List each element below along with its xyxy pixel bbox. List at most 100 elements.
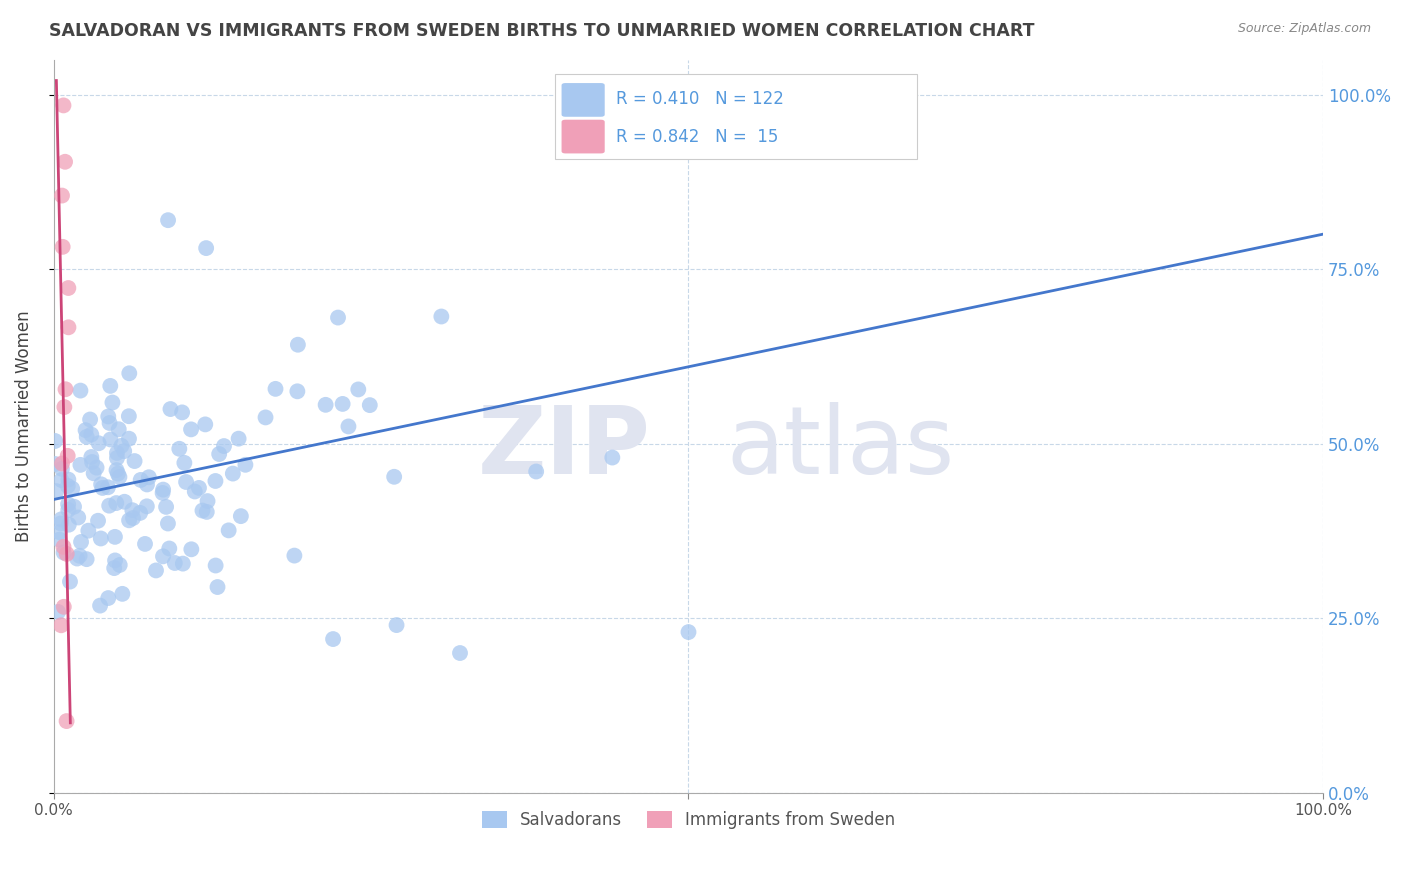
Point	[449, 646, 471, 660]
Point	[129, 506, 152, 520]
Point	[197, 494, 219, 508]
Point	[77, 524, 100, 538]
Point	[254, 410, 277, 425]
Point	[60, 482, 83, 496]
Point	[524, 465, 547, 479]
Point	[174, 475, 197, 489]
Point	[118, 513, 141, 527]
Point	[48, 533, 70, 547]
Point	[337, 419, 360, 434]
Point	[90, 532, 112, 546]
Point	[97, 591, 120, 605]
Point	[70, 535, 93, 549]
Point	[52, 240, 75, 254]
Point	[134, 537, 156, 551]
Point	[212, 439, 235, 453]
Point	[107, 422, 129, 436]
Text: R = 0.410   N = 122: R = 0.410 N = 122	[616, 90, 785, 108]
Point	[97, 409, 120, 424]
Point	[184, 484, 207, 499]
Point	[107, 467, 129, 481]
Point	[76, 430, 98, 444]
Point	[103, 561, 125, 575]
Point	[58, 473, 80, 487]
Point	[283, 549, 305, 563]
Point	[51, 473, 73, 487]
Point	[49, 512, 72, 526]
Text: ZIP: ZIP	[478, 402, 651, 494]
Point	[105, 463, 128, 477]
Point	[67, 510, 90, 524]
Point	[195, 505, 218, 519]
Point	[58, 503, 80, 517]
Point	[208, 447, 231, 461]
Point	[44, 457, 66, 471]
Point	[204, 474, 226, 488]
Point	[157, 213, 180, 227]
Point	[76, 552, 98, 566]
Point	[111, 587, 134, 601]
Point	[157, 541, 180, 556]
Point	[138, 470, 160, 484]
Point	[80, 450, 103, 464]
Point	[191, 503, 214, 517]
Point	[169, 442, 191, 456]
Legend: Salvadorans, Immigrants from Sweden: Salvadorans, Immigrants from Sweden	[475, 804, 903, 836]
Point	[359, 398, 381, 412]
Point	[87, 514, 110, 528]
Point	[326, 310, 349, 325]
Point	[80, 427, 103, 442]
Point	[156, 516, 179, 531]
Point	[100, 433, 122, 447]
Point	[229, 509, 252, 524]
Point	[91, 481, 114, 495]
Point	[332, 397, 354, 411]
Point	[79, 412, 101, 426]
Text: atlas: atlas	[727, 402, 955, 494]
Point	[45, 484, 67, 499]
Point	[55, 382, 77, 396]
Point	[44, 434, 66, 448]
FancyBboxPatch shape	[561, 83, 605, 117]
Point	[118, 366, 141, 380]
Point	[83, 467, 105, 481]
Point	[678, 625, 700, 640]
Point	[108, 558, 131, 572]
Point	[322, 632, 344, 646]
Point	[46, 605, 69, 619]
Point	[69, 384, 91, 398]
Point	[114, 495, 136, 509]
Point	[145, 563, 167, 577]
Point	[53, 154, 76, 169]
Point	[108, 470, 131, 484]
FancyBboxPatch shape	[555, 74, 917, 159]
Point	[264, 382, 287, 396]
Point	[52, 540, 75, 554]
Point	[51, 618, 73, 632]
Point	[98, 379, 121, 393]
Point	[207, 580, 229, 594]
Point	[51, 457, 73, 471]
Point	[118, 409, 141, 424]
Point	[159, 402, 181, 417]
Point	[56, 479, 79, 493]
Point	[218, 524, 240, 538]
Point	[121, 503, 143, 517]
Point	[180, 422, 202, 436]
Point	[173, 456, 195, 470]
Point	[69, 458, 91, 472]
Point	[194, 417, 217, 432]
Point	[104, 553, 127, 567]
Point	[75, 423, 97, 437]
Point	[204, 558, 226, 573]
Point	[118, 432, 141, 446]
Point	[235, 458, 257, 472]
Point	[48, 525, 70, 540]
Point	[49, 516, 72, 531]
Point	[87, 436, 110, 450]
Point	[89, 599, 111, 613]
Point	[105, 450, 128, 465]
Point	[129, 473, 152, 487]
Point	[56, 449, 79, 463]
Point	[58, 320, 80, 334]
